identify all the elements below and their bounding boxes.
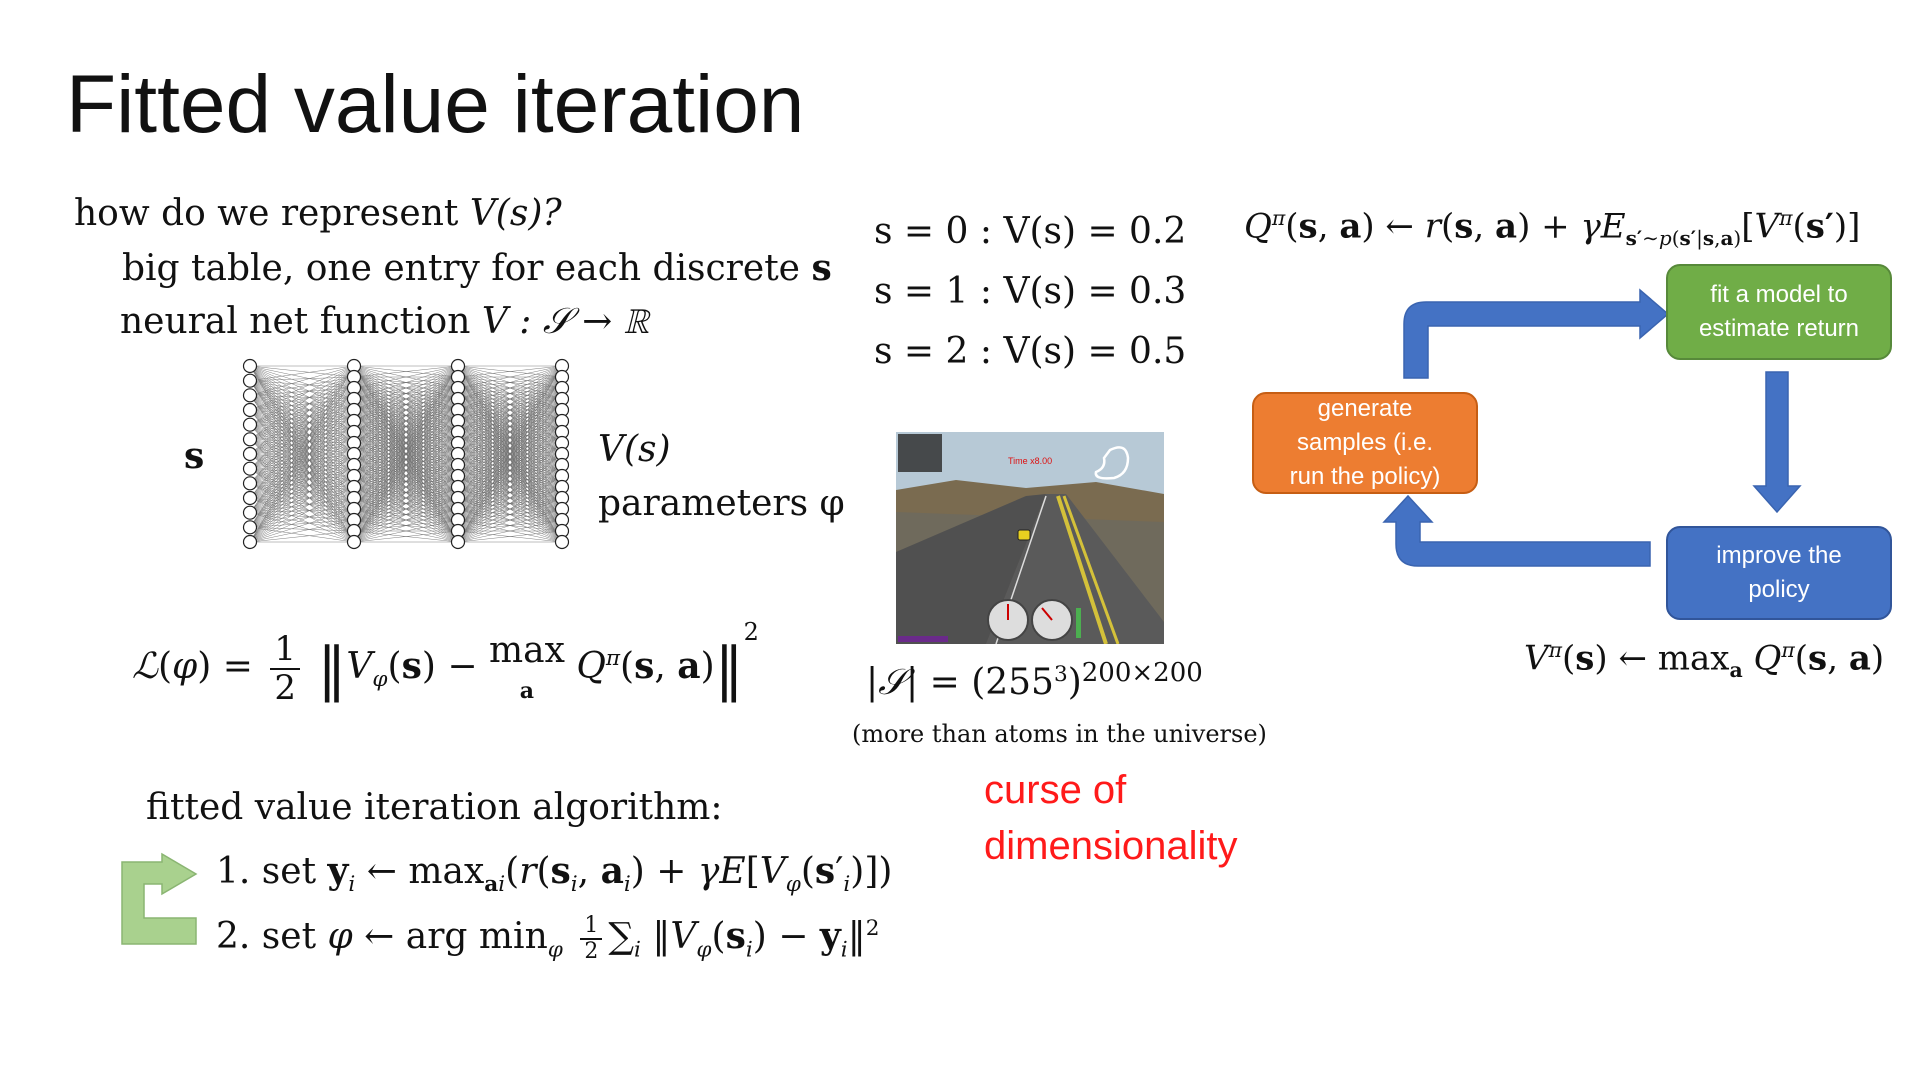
box-improve-line: policy [1748, 576, 1810, 603]
option-table-var: s [811, 247, 832, 289]
nn-node [242, 534, 258, 550]
nn-node [242, 505, 258, 520]
question-line: how do we represent V(s)? [74, 196, 562, 232]
table-row: s = 1 : V(s) = 0.3 [874, 271, 1187, 312]
box-generate-line: samples (i.e. [1296, 429, 1434, 456]
nn-input-label: s [184, 435, 205, 477]
loop-arrow-icon [121, 852, 198, 945]
option-table-line: big table, one entry for each discrete s [122, 250, 832, 287]
box-fit-model: fit a model to estimate return [1666, 264, 1892, 360]
v-update-equation: Vπ(s) ← maxa Qπ(s, a) [1524, 638, 1885, 683]
question-text: how do we represent [74, 193, 459, 234]
box-fit-line: fit a model to [1710, 281, 1848, 308]
game-hud-time: Time x8.00 [1008, 456, 1053, 466]
nn-node [242, 373, 258, 388]
algorithm-step-2: 2. set φ ← arg minφ 1 2 ∑i ‖Vφ(si) − yi‖2 [216, 913, 880, 965]
box-improve-line: improve the [1716, 542, 1842, 569]
box-generate-samples: generate samples (i.e. run the policy) [1252, 392, 1478, 494]
question-math: V(s)? [469, 193, 562, 234]
algorithm-step-1: 1. set yi ← maxai(r(si, ai) + γE[Vφ(s′i)… [216, 850, 893, 898]
state-space-note: (more than atoms in the universe) [852, 720, 1267, 748]
option-nn-line: neural net function V : 𝒮 → ℝ [120, 304, 649, 340]
nn-output-label: V(s) [598, 429, 671, 470]
state-space-formula: |𝒮| = (2553)200×200 [866, 658, 1203, 703]
table-row: s = 0 : V(s) = 0.2 [874, 211, 1187, 252]
nn-params-label: parameters φ [598, 483, 845, 524]
option-table-text: big table, one entry for each discrete [122, 248, 800, 289]
racing-game-screenshot: Time x8.00 [896, 432, 1164, 644]
nn-node [242, 388, 258, 403]
nn-node [242, 476, 258, 491]
nn-node [346, 534, 362, 550]
curse-line-2: dimensionality [984, 824, 1238, 868]
box-generate-line: generate [1317, 395, 1413, 422]
nn-node [242, 461, 258, 476]
nn-node [242, 446, 258, 462]
nn-node [554, 534, 570, 550]
option-nn-text: neural net function [120, 301, 471, 342]
algorithm-heading: fitted value iteration algorithm: [146, 787, 723, 828]
nn-node [242, 417, 258, 432]
curse-of-dimensionality: curse of dimensionality [984, 762, 1237, 874]
page-title: Fitted value iteration [66, 59, 805, 150]
nn-node [450, 534, 466, 550]
table-row: s = 2 : V(s) = 0.5 [874, 331, 1187, 372]
nn-node [242, 402, 258, 418]
nn-node [242, 490, 258, 506]
nn-node [242, 432, 258, 447]
q-update-equation: Qπ(s, a) ← r(s, a) + γEs′∼p(s′|s,a)[Vπ(s… [1244, 206, 1861, 251]
cycle-arrows [1382, 288, 1802, 567]
box-generate-line: run the policy) [1289, 463, 1441, 490]
option-nn-math: V : 𝒮 → ℝ [481, 301, 650, 342]
neural-network-diagram [242, 358, 570, 550]
curse-line-1: curse of [984, 768, 1127, 812]
nn-node [242, 520, 258, 535]
box-fit-line: estimate return [1698, 315, 1860, 342]
box-improve-policy: improve the policy [1666, 526, 1892, 620]
nn-node [242, 358, 258, 374]
